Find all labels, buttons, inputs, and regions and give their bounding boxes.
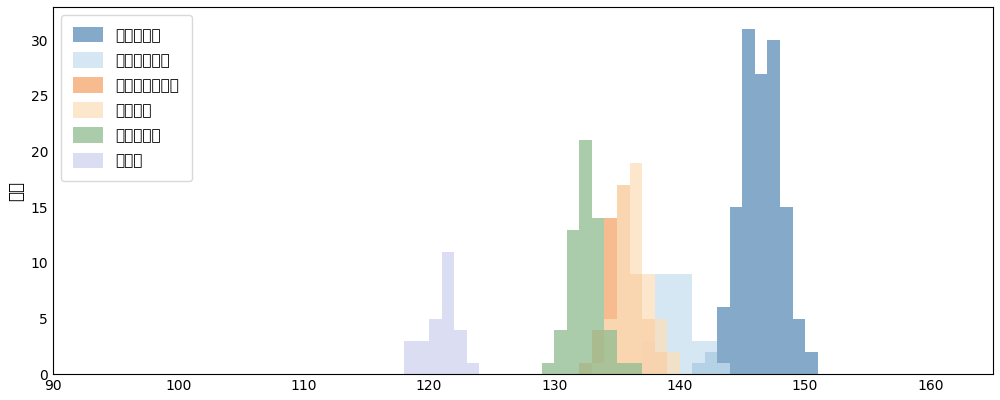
Bar (542, 363, 554, 374)
Bar (592, 363, 604, 374)
Bar (579, 363, 592, 374)
Bar (705, 352, 717, 374)
Bar (592, 218, 604, 374)
Bar (429, 318, 442, 374)
Bar (730, 207, 742, 374)
Bar (592, 330, 604, 374)
Bar (579, 140, 592, 374)
Bar (717, 308, 730, 374)
Bar (780, 207, 793, 374)
Bar (667, 352, 680, 374)
Bar (630, 363, 642, 374)
Bar (655, 274, 667, 374)
Bar (617, 363, 630, 374)
Bar (416, 341, 429, 374)
Legend: ストレート, カットボール, チェンジアップ, シンカー, スライダー, カーブ: ストレート, カットボール, チェンジアップ, シンカー, スライダー, カーブ (61, 14, 192, 181)
Bar (554, 330, 567, 374)
Bar (642, 341, 655, 374)
Bar (642, 274, 655, 374)
Bar (630, 274, 642, 374)
Bar (692, 363, 705, 374)
Bar (755, 74, 767, 374)
Bar (805, 352, 818, 374)
Bar (793, 318, 805, 374)
Bar (454, 330, 467, 374)
Bar (604, 318, 617, 374)
Bar (642, 318, 655, 374)
Bar (655, 352, 667, 374)
Bar (630, 163, 642, 374)
Y-axis label: 球数: 球数 (7, 180, 25, 200)
Bar (705, 341, 717, 374)
Bar (617, 185, 630, 374)
Bar (717, 363, 730, 374)
Bar (604, 218, 617, 374)
Bar (692, 341, 705, 374)
Bar (680, 274, 692, 374)
Bar (667, 274, 680, 374)
Bar (767, 40, 780, 374)
Bar (567, 230, 579, 374)
Bar (442, 252, 454, 374)
Bar (617, 185, 630, 374)
Bar (604, 330, 617, 374)
Bar (655, 318, 667, 374)
Bar (630, 363, 642, 374)
Bar (404, 341, 416, 374)
Bar (742, 29, 755, 374)
Bar (467, 363, 479, 374)
